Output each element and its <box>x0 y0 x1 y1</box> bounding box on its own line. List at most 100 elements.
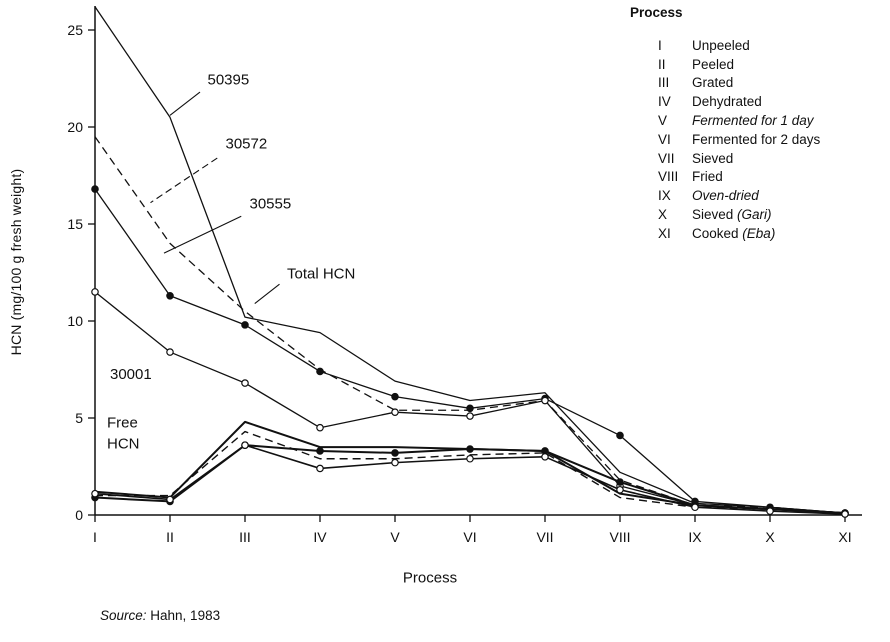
series-50395-total-hcn <box>94 6 846 514</box>
legend-item-label: Fermented for 2 days <box>692 131 821 147</box>
y-tick-label: 15 <box>67 216 83 232</box>
legend-item-label: Peeled <box>692 56 735 72</box>
data-point-marker <box>541 396 549 405</box>
legend-item-label: Dehydrated <box>692 94 762 110</box>
data-point-marker <box>616 485 624 494</box>
data-point-marker <box>391 449 399 457</box>
series-annotation: Total HCN <box>287 265 355 282</box>
legend-item-numeral: V <box>658 112 668 128</box>
legend-item-numeral: II <box>658 56 666 72</box>
legend-item-label: Sieved (Gari) <box>692 206 772 222</box>
legend-item: VIII Fried <box>658 168 880 187</box>
x-tick-label: VII <box>536 529 553 545</box>
data-point-marker <box>166 291 174 300</box>
data-point-marker <box>766 507 774 515</box>
data-point-marker <box>91 489 99 498</box>
legend-header: Process <box>630 5 683 20</box>
data-point-marker <box>616 478 624 486</box>
x-tick-label: II <box>166 529 174 545</box>
legend-item-numeral: VIII <box>658 169 679 185</box>
x-axis-label: Process <box>402 569 458 587</box>
annotation-leader-line <box>163 215 242 254</box>
legend-item-label: Fermented for 1 day <box>692 112 814 128</box>
data-point-marker <box>241 321 249 329</box>
legend-item: II Peeled <box>658 56 880 75</box>
data-point-marker <box>616 431 624 440</box>
data-point-marker <box>466 412 474 420</box>
legend-item: IV Dehydrated <box>658 93 880 112</box>
source-caption: Source: Hahn, 1983 <box>100 608 220 623</box>
data-point-marker <box>691 503 699 512</box>
data-point-marker <box>541 452 549 461</box>
series-annotation: 30001 <box>110 366 152 383</box>
series-line <box>94 6 846 514</box>
legend-item-numeral: III <box>658 75 670 91</box>
annotations: 50395 30572 30555 Total HCN 30001 Free HCN <box>107 71 355 452</box>
y-tick-label: 20 <box>67 119 83 135</box>
legend-item: VII Sieved <box>658 150 880 169</box>
series-annotation: HCN <box>107 436 140 453</box>
source-text: Hahn, 1983 <box>146 608 221 623</box>
legend-item-numeral: VII <box>658 150 675 166</box>
legend-item-numeral: XI <box>658 225 671 241</box>
legend-item-label: Fried <box>692 169 723 185</box>
series-line <box>94 291 846 514</box>
data-point-marker <box>391 408 399 416</box>
data-point-marker <box>91 288 99 296</box>
series-annotation: 50395 <box>208 71 250 88</box>
legend-item-label: Grated <box>692 75 734 91</box>
x-tick-label: V <box>390 529 400 545</box>
legend-item: VI Fermented for 2 days <box>658 131 880 150</box>
y-tick-label: 0 <box>75 507 83 523</box>
data-point-marker <box>166 495 174 504</box>
data-point-marker <box>466 454 474 463</box>
legend-item: I Unpeeled <box>658 37 880 56</box>
y-tick-label: 5 <box>75 410 83 426</box>
x-tick-label: I <box>93 529 97 545</box>
data-point-marker <box>316 367 324 376</box>
annotation-leader-line <box>169 91 201 116</box>
legend-item-label: Cooked (Eba) <box>692 225 776 241</box>
legend-item-numeral: IV <box>658 94 671 110</box>
data-point-marker <box>316 423 324 432</box>
series-annotation: 30555 <box>250 195 292 212</box>
legend-item: III Grated <box>658 74 880 93</box>
legend-item: XI Cooked (Eba) <box>658 225 880 244</box>
x-tick-label: VIII <box>609 529 630 545</box>
data-point-marker <box>391 392 399 401</box>
legend-item-note: (Eba) <box>742 225 776 241</box>
legend-item: X Sieved (Gari) <box>658 206 880 225</box>
legend-item: V Fermented for 1 day <box>658 112 880 131</box>
source-prefix: Source: <box>100 608 147 623</box>
legend-item-numeral: I <box>658 37 662 53</box>
x-tick-label: X <box>765 529 775 545</box>
legend-item-numeral: X <box>658 206 668 222</box>
series-50395-free-hcn <box>94 420 846 515</box>
data-point-marker <box>391 458 399 467</box>
annotation-leader-line <box>150 157 218 204</box>
series-30001-total-hcn <box>91 288 849 517</box>
data-point-marker <box>316 447 324 455</box>
data-point-marker <box>166 348 174 356</box>
y-tick-label: 25 <box>67 22 83 38</box>
x-tick-label: IX <box>688 529 702 545</box>
data-point-marker <box>841 510 849 518</box>
y-tick-label: 10 <box>67 313 83 329</box>
data-point-marker <box>241 379 249 387</box>
x-tick-label: III <box>239 529 251 545</box>
y-axis-label: HCN (mg/100 g fresh weight) <box>8 168 24 356</box>
legend-item-label: Oven-dried <box>692 188 759 204</box>
legend-item-numeral: VI <box>658 131 671 147</box>
x-tick-label: VI <box>463 529 476 545</box>
legend-item-label: Unpeeled <box>692 37 750 53</box>
data-point-marker <box>91 185 99 193</box>
legend-item: IX Oven-dried <box>658 187 880 206</box>
series-annotation: 30572 <box>226 135 268 152</box>
process-legend: Process I Unpeeled II Peeled III Grated … <box>630 4 880 244</box>
legend-item-numeral: IX <box>658 188 671 204</box>
legend-rows: I Unpeeled II Peeled III Grated IV Dehyd… <box>630 37 880 244</box>
x-tick-label: XI <box>838 529 851 545</box>
